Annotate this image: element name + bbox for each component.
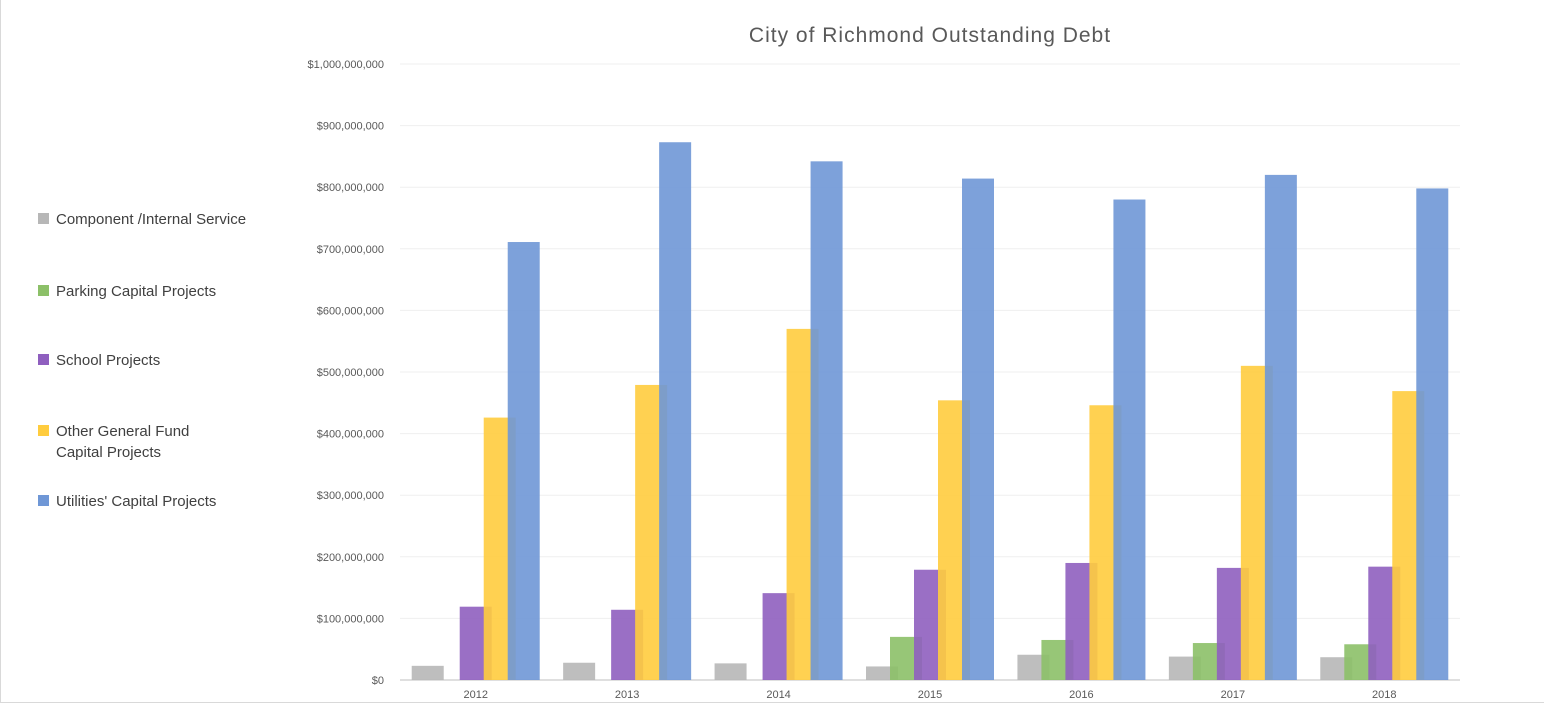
legend-label: Parking Capital Projects <box>56 283 217 300</box>
y-tick-label: $1,000,000,000 <box>308 59 384 71</box>
legend-swatch <box>38 425 49 436</box>
x-tick-label: 2014 <box>766 689 790 701</box>
x-tick-label: 2015 <box>918 689 942 701</box>
bar <box>810 161 843 680</box>
bar <box>563 662 596 680</box>
legend-label: Utilities' Capital Projects <box>56 493 217 510</box>
y-tick-label: $900,000,000 <box>317 121 384 133</box>
legend-label: Other General Fund Capital Projects <box>56 423 190 461</box>
legend-item-other-general-fund: Other General Fund Capital Projects <box>38 421 216 463</box>
bar <box>411 665 444 680</box>
bar <box>714 663 747 680</box>
chart-title: City of Richmond Outstanding Debt <box>748 24 1112 47</box>
legend-label: Component /Internal Service <box>56 211 247 228</box>
y-tick-label: $800,000,000 <box>317 182 384 194</box>
bar <box>1264 174 1297 680</box>
y-tick-label: $300,000,000 <box>317 490 384 502</box>
legend-swatch <box>38 354 49 365</box>
legend-swatch <box>38 495 49 506</box>
x-tick-label: 2017 <box>1221 689 1245 701</box>
bar <box>1113 199 1146 680</box>
bar <box>659 142 692 680</box>
legend-item-component-internal-service: Component /Internal Service <box>38 209 256 230</box>
bar <box>962 178 994 681</box>
legend-item-school-projects: School Projects <box>38 350 256 371</box>
y-tick-label: $700,000,000 <box>317 244 384 256</box>
legend-label: School Projects <box>56 352 161 369</box>
bar <box>507 242 540 681</box>
legend-swatch <box>38 213 49 224</box>
y-tick-label: $100,000,000 <box>317 613 384 625</box>
x-tick-label: 2013 <box>615 689 639 701</box>
bar <box>1416 188 1449 680</box>
y-tick-label: $600,000,000 <box>317 305 384 317</box>
x-tick-label: 2016 <box>1069 689 1093 701</box>
y-tick-label: $200,000,000 <box>317 552 384 564</box>
x-tick-label: 2018 <box>1372 689 1396 701</box>
legend-item-utilities-capital-projects: Utilities' Capital Projects <box>38 491 256 512</box>
y-tick-label: $0 <box>372 675 384 687</box>
legend-swatch <box>38 285 49 296</box>
y-tick-label: $400,000,000 <box>317 429 384 441</box>
y-tick-label: $500,000,000 <box>317 367 384 379</box>
x-tick-label: 2012 <box>463 689 487 701</box>
legend-item-parking-capital-projects: Parking Capital Projects <box>38 281 256 302</box>
